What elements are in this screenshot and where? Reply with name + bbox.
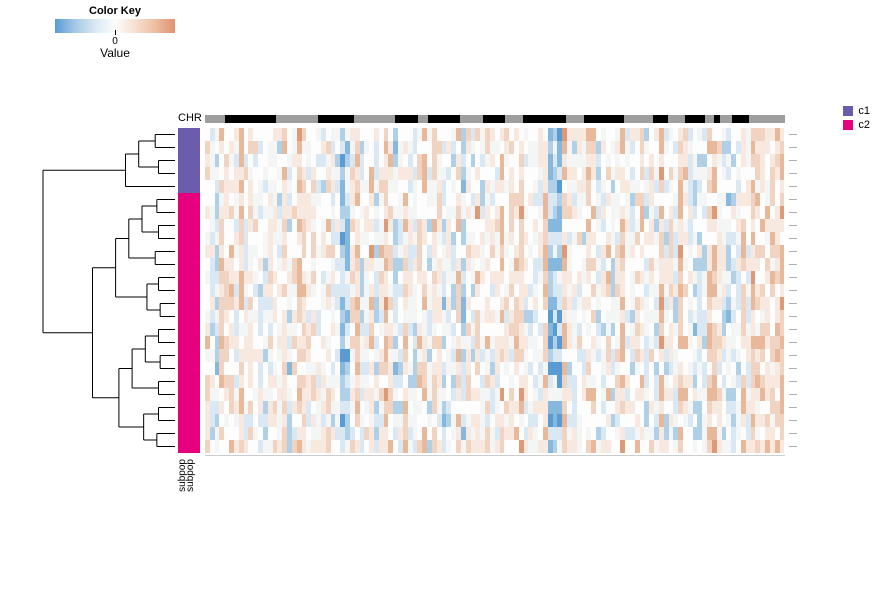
- chr-segment: [749, 115, 785, 123]
- row-color: [178, 375, 200, 388]
- chr-segment: [354, 115, 395, 123]
- row-color: [178, 245, 200, 258]
- legend-label: c2: [858, 119, 870, 131]
- chr-segment: [685, 115, 705, 123]
- legend-swatch: [843, 106, 853, 116]
- chr-segment: [720, 115, 732, 123]
- row-color: [178, 193, 200, 206]
- color-key-tick: 0: [50, 33, 180, 44]
- row-side-colors: [178, 128, 200, 453]
- row-color: [178, 414, 200, 427]
- chr-label: CHR: [178, 112, 202, 124]
- row-color: [178, 362, 200, 375]
- chr-segment: [668, 115, 685, 123]
- row-color: [178, 427, 200, 440]
- chr-segment: [205, 115, 225, 123]
- chr-segment: [566, 115, 583, 123]
- chr-segment: [523, 115, 567, 123]
- row-ticks: [789, 128, 797, 453]
- row-color: [178, 167, 200, 180]
- row-color: [178, 440, 200, 453]
- legend: c1c2: [843, 105, 870, 133]
- chr-segment: [483, 115, 505, 123]
- legend-swatch: [843, 120, 853, 130]
- row-color: [178, 401, 200, 414]
- chr-segment: [505, 115, 522, 123]
- row-color: [178, 271, 200, 284]
- chr-bar: [205, 115, 785, 123]
- color-key-value-label: Value: [50, 46, 180, 60]
- chr-segment: [276, 115, 318, 123]
- chr-segment: [624, 115, 653, 123]
- row-color: [178, 232, 200, 245]
- chr-segment: [705, 115, 714, 123]
- heatmap: [205, 128, 785, 453]
- color-key-title: Color Key: [50, 5, 180, 17]
- chr-segment: [653, 115, 668, 123]
- dendrogram: [10, 128, 175, 453]
- legend-item: c2: [843, 119, 870, 131]
- row-color: [178, 323, 200, 336]
- row-color: [178, 284, 200, 297]
- row-color: [178, 206, 200, 219]
- row-color: [178, 310, 200, 323]
- row-color: [178, 180, 200, 193]
- chr-segment: [395, 115, 418, 123]
- chr-segment: [418, 115, 428, 123]
- row-color: [178, 388, 200, 401]
- row-color: [178, 219, 200, 232]
- row-color: [178, 128, 200, 141]
- row-color: [178, 258, 200, 271]
- chr-segment: [732, 115, 749, 123]
- chr-segment: [584, 115, 625, 123]
- color-key: Color Key 0 Value: [50, 5, 180, 60]
- chr-segment: [460, 115, 483, 123]
- legend-item: c1: [843, 105, 870, 117]
- chr-segment: [318, 115, 354, 123]
- heatmap-baseline: [205, 455, 785, 456]
- chr-segment: [225, 115, 276, 123]
- row-color: [178, 154, 200, 167]
- color-key-tick-label: 0: [112, 36, 118, 47]
- legend-label: c1: [858, 105, 870, 117]
- chr-segment: [428, 115, 460, 123]
- row-color: [178, 297, 200, 310]
- subpop-label: subpop: [186, 459, 196, 492]
- row-color: [178, 336, 200, 349]
- row-color: [178, 349, 200, 362]
- subpop-labels: subpopsubpop: [178, 459, 194, 495]
- row-color: [178, 141, 200, 154]
